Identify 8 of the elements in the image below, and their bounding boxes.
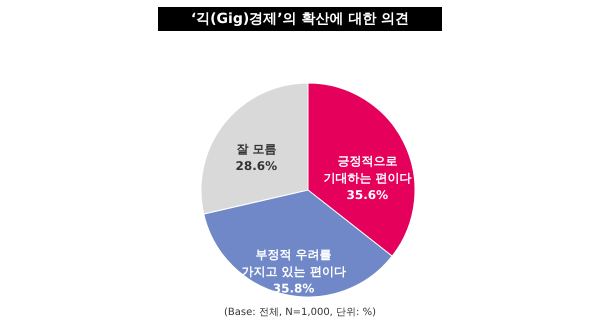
data-label: 35.8%	[272, 281, 314, 296]
chart-title: ‘긱(Gig)경제’의 확산에 대한 의견	[190, 11, 410, 27]
text: (Base: 전체, N=1,000, 단위: %)	[224, 307, 376, 318]
data-label: 35.6%	[346, 188, 388, 202]
slice-label: 잘 모름	[236, 142, 276, 156]
slice-label: 긍정적으로 기대하는 편이다	[323, 154, 412, 186]
slice-label: 부정적 우려를 가지고 있는 편이다	[241, 247, 346, 278]
data-label: 28.6%	[236, 158, 278, 173]
